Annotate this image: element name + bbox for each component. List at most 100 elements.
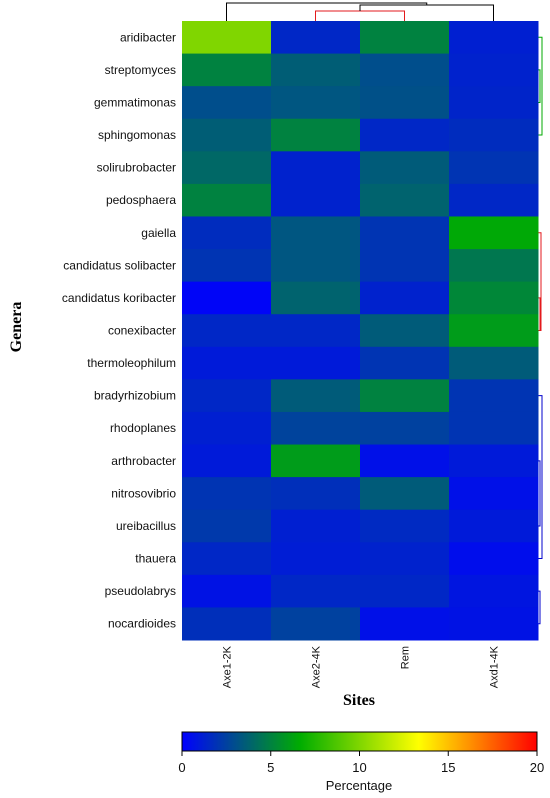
row-label: ureibacillus bbox=[116, 519, 176, 533]
heatmap-cell bbox=[271, 118, 361, 152]
heatmap-cell bbox=[360, 477, 450, 511]
heatmap-cell bbox=[360, 151, 450, 185]
heatmap-cell bbox=[360, 118, 450, 152]
column-label: Rem bbox=[400, 646, 412, 669]
row-label: rhodoplanes bbox=[110, 421, 176, 435]
dendrogram-branch bbox=[315, 10, 405, 21]
row-label: gaiella bbox=[141, 226, 176, 240]
heatmap-cell bbox=[449, 346, 539, 380]
row-label: arthrobacter bbox=[111, 454, 176, 468]
row-label: bradyrhizobium bbox=[94, 389, 176, 403]
heatmap-cell bbox=[182, 183, 272, 217]
row-label: pedosphaera bbox=[106, 193, 176, 207]
colorbar-tick-label: 0 bbox=[178, 760, 185, 775]
heatmap-cell bbox=[182, 477, 272, 511]
heatmap-cell bbox=[360, 509, 450, 543]
row-label: gemmatimonas bbox=[94, 95, 176, 109]
heatmap-cell bbox=[182, 53, 272, 87]
heatmap-cell bbox=[449, 183, 539, 217]
row-label: solirubrobacter bbox=[97, 161, 176, 175]
heatmap-cell bbox=[360, 379, 450, 413]
row-label: candidatus koribacter bbox=[62, 291, 176, 305]
dendrogram-branch bbox=[538, 460, 541, 527]
heatmap-cell bbox=[360, 542, 450, 576]
dendrogram-branch bbox=[538, 395, 543, 560]
row-label: thauera bbox=[135, 552, 176, 566]
heatmap-cell bbox=[449, 21, 539, 55]
heatmap-cell bbox=[360, 346, 450, 380]
heatmap-cell bbox=[182, 607, 272, 641]
heatmap-cell bbox=[271, 574, 361, 608]
column-dendrogram bbox=[226, 2, 494, 21]
heatmap-cell bbox=[182, 216, 272, 250]
dendrogram-branch bbox=[226, 2, 428, 21]
heatmap-cell bbox=[271, 281, 361, 315]
dendrogram-branch bbox=[538, 36, 543, 136]
heatmap-cell bbox=[271, 86, 361, 120]
heatmap-cell bbox=[360, 444, 450, 478]
heatmap-cell bbox=[271, 509, 361, 543]
heatmap-cell bbox=[360, 216, 450, 250]
heatmap-cell bbox=[360, 53, 450, 87]
heatmap-cell bbox=[449, 249, 539, 283]
dendrogram-branch bbox=[538, 297, 541, 331]
dendrogram-branch bbox=[359, 4, 494, 21]
heatmap-cell bbox=[360, 411, 450, 446]
heatmap-cell bbox=[271, 607, 361, 641]
heatmap-cell bbox=[449, 574, 539, 608]
heatmap-cell bbox=[449, 509, 539, 543]
heatmap-cell bbox=[271, 183, 361, 217]
heatmap-cell bbox=[360, 21, 450, 55]
row-label: streptomyces bbox=[105, 63, 176, 77]
heatmap-cell bbox=[271, 21, 361, 55]
row-dendrogram bbox=[538, 36, 543, 625]
heatmap-cell bbox=[182, 249, 272, 283]
colorbar bbox=[181, 731, 538, 752]
colorbar-ticks: 0 5 10 15 20 bbox=[178, 751, 544, 775]
row-label: candidatus solibacter bbox=[63, 258, 176, 272]
heatmap-cell bbox=[182, 509, 272, 543]
row-label: pseudolabrys bbox=[105, 584, 176, 598]
heatmap-cell bbox=[182, 411, 272, 446]
heatmap-cell bbox=[360, 281, 450, 315]
column-label: Axe2-4K bbox=[311, 645, 323, 688]
colorbar-tick-label: 20 bbox=[530, 760, 544, 775]
heatmap-cell bbox=[271, 379, 361, 413]
heatmap-cell bbox=[182, 346, 272, 380]
heatmap-cell bbox=[449, 281, 539, 315]
column-label: Axd1-4K bbox=[489, 645, 501, 688]
heatmap-cell bbox=[360, 607, 450, 641]
column-labels: Axe1-2K Axe2-4K Rem Axd1-4K bbox=[222, 645, 501, 688]
row-label: aridibacter bbox=[120, 30, 176, 44]
heatmap-cell bbox=[271, 314, 361, 348]
heatmap-cell bbox=[271, 477, 361, 511]
heatmap-cell bbox=[182, 151, 272, 185]
row-label: thermoleophilum bbox=[87, 356, 176, 370]
heatmap-cell bbox=[449, 86, 539, 120]
heatmap-cell bbox=[271, 444, 361, 478]
heatmap-cell bbox=[271, 346, 361, 380]
heatmap-cell bbox=[182, 444, 272, 478]
heatmap-cell bbox=[182, 118, 272, 152]
heatmap-cell bbox=[449, 607, 539, 641]
heatmap-cell bbox=[271, 151, 361, 185]
colorbar-title: Percentage bbox=[326, 778, 393, 793]
heatmap-cell bbox=[449, 216, 539, 250]
heatmap-cell bbox=[449, 53, 539, 87]
heatmap-cells bbox=[182, 21, 539, 641]
heatmap-cell bbox=[271, 216, 361, 250]
row-label: nocardioides bbox=[108, 617, 176, 631]
heatmap-cell bbox=[182, 21, 272, 55]
heatmap-cell bbox=[449, 542, 539, 576]
row-label: sphingomonas bbox=[98, 128, 176, 142]
column-label: Axe1-2K bbox=[222, 645, 234, 688]
row-labels: aridibacter streptomyces gemmatimonas sphin… bbox=[62, 30, 176, 630]
row-label: nitrosovibrio bbox=[111, 486, 176, 500]
x-axis-title: Sites bbox=[343, 692, 375, 709]
colorbar-tick-label: 10 bbox=[352, 760, 366, 775]
heatmap-cell bbox=[182, 542, 272, 576]
heatmap-cell bbox=[360, 249, 450, 283]
heatmap-cell bbox=[449, 118, 539, 152]
heatmap-cell bbox=[182, 86, 272, 120]
